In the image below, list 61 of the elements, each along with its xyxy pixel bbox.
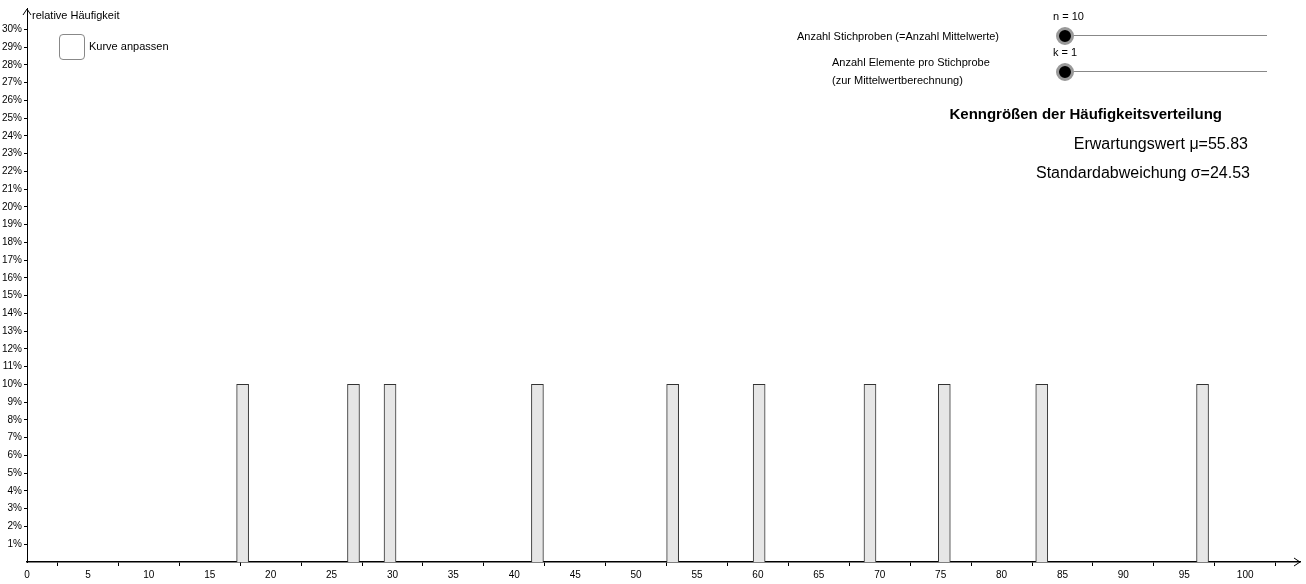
x-tick-label: 95 [1178, 568, 1191, 580]
y-tick-label: 6% [7, 449, 23, 461]
x-tick-label: 30 [386, 568, 399, 580]
y-tick-label: 26% [2, 94, 23, 106]
x-tick-label: 90 [1117, 568, 1130, 580]
x-tick-label: 60 [752, 568, 764, 580]
x-tick-label: 45 [569, 568, 582, 580]
x-tick-label: 75 [935, 568, 947, 580]
x-tick-label: 35 [447, 568, 460, 580]
y-tick-label: 10% [2, 378, 23, 390]
y-tick-label: 11% [2, 360, 23, 372]
x-tick-label: 40 [508, 568, 521, 580]
y-tick-label: 19% [2, 218, 23, 230]
y-tick-label: 30% [2, 23, 23, 35]
x-tick-label: 65 [813, 568, 825, 580]
annotation: Anzahl Stichproben (=Anzahl Mittelwerte) [796, 30, 999, 44]
y-tick-label: 2% [7, 520, 23, 532]
x-tick-label: 70 [874, 568, 886, 580]
annotation: Kenngrößen der Häufigkeitsverteilung [949, 105, 1222, 123]
annotation: k = 1 [1053, 46, 1078, 60]
annotation: Kurve anpassen [89, 40, 169, 54]
y-tick-label: 24% [2, 129, 23, 141]
y-tick-label: 14% [2, 307, 23, 319]
x-tick-label: 0 [24, 568, 31, 580]
x-tick-label: 100 [1236, 568, 1254, 580]
x-tick-label: 25 [325, 568, 338, 580]
y-tick-label: 27% [2, 76, 23, 88]
y-tick-label: 7% [7, 431, 23, 443]
y-tick-label: 1% [7, 537, 23, 549]
y-tick-label: 25% [2, 111, 23, 123]
y-tick-label: 28% [2, 58, 23, 70]
x-tick-label: 15 [204, 568, 216, 580]
y-tick-label: 12% [2, 342, 23, 354]
annotation: Erwartungswert μ=55.83 [1073, 134, 1248, 154]
x-tick-label: 55 [691, 568, 704, 580]
y-tick-label: 29% [2, 40, 23, 52]
y-tick-label: 9% [7, 395, 23, 407]
y-tick-label: 21% [2, 182, 23, 194]
y-tick-label: 5% [7, 466, 23, 478]
annotation: Anzahl Elemente pro Stichprobe [832, 56, 990, 70]
annotation: n = 10 [1053, 10, 1084, 24]
y-tick-label: 3% [7, 502, 23, 514]
x-tick-label: 5 [85, 568, 92, 580]
x-tick-label: 80 [995, 568, 1008, 580]
y-tick-label: 13% [2, 324, 23, 336]
annotation: (zur Mittelwertberechnung) [832, 74, 963, 88]
y-tick-label: 15% [2, 289, 23, 301]
x-tick-label: 10 [143, 568, 155, 580]
y-tick-label: 18% [2, 236, 23, 248]
x-tick-label: 85 [1056, 568, 1069, 580]
x-tick-label: 50 [630, 568, 643, 580]
y-tick-label: 16% [2, 271, 23, 283]
y-tick-label: 22% [2, 165, 23, 177]
y-tick-label: 17% [2, 253, 23, 265]
y-axis-title: relative Häufigkeit [32, 8, 120, 21]
y-tick-label: 4% [7, 484, 23, 496]
x-tick-label: 20 [265, 568, 277, 580]
y-tick-label: 23% [2, 147, 23, 159]
y-tick-label: 20% [2, 200, 23, 212]
y-tick-label: 8% [7, 413, 23, 425]
annotation: Standardabweichung σ=24.53 [1035, 163, 1250, 183]
